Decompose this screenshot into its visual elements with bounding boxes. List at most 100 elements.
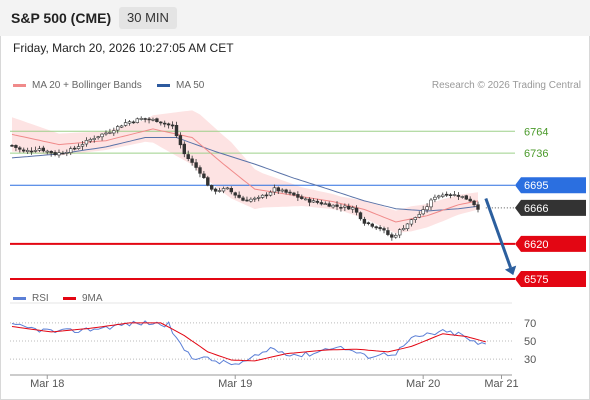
candle-down xyxy=(170,124,175,127)
bollinger-band xyxy=(12,110,478,234)
9ma-swatch xyxy=(63,296,76,300)
candle-down xyxy=(155,118,159,122)
candle-down xyxy=(448,194,453,196)
ma50-swatch xyxy=(157,83,170,87)
candle-up xyxy=(84,140,89,145)
candle-up xyxy=(417,214,421,218)
level-label-6575: 6575 xyxy=(524,274,548,286)
rsi-ma-line xyxy=(11,322,486,362)
timestamp: Friday, March 20, 2026 10:27:05 AM CET xyxy=(13,41,234,55)
candle-down xyxy=(233,192,237,196)
candle-up xyxy=(45,150,49,153)
candle-down xyxy=(456,194,461,197)
legend-ma50: MA 50 xyxy=(157,80,204,91)
forecast-arrow-shaft xyxy=(484,198,512,269)
candle-up xyxy=(135,118,139,123)
candle-up xyxy=(409,219,414,225)
candle-down xyxy=(390,234,394,238)
candle-down xyxy=(49,151,53,154)
ma20-label: MA 20 + Bollinger Bands xyxy=(32,80,142,91)
candle-down xyxy=(468,198,472,202)
candle-up xyxy=(413,217,417,221)
candle-down xyxy=(186,154,190,159)
candle-up xyxy=(394,235,398,238)
candle-down xyxy=(41,147,46,152)
candle-up xyxy=(343,205,347,208)
candle-up xyxy=(441,194,445,197)
chart-header: S&P 500 (CME) 30 MIN xyxy=(0,0,590,36)
candle-up xyxy=(76,146,81,149)
candle-down xyxy=(194,162,198,168)
candle-up xyxy=(397,229,402,236)
candle-down xyxy=(362,218,367,224)
rsi-swatch xyxy=(13,296,26,300)
candle-up xyxy=(272,187,277,193)
candle-down xyxy=(370,223,374,227)
candle-down xyxy=(131,121,136,124)
candle-up xyxy=(260,194,265,198)
candle-up xyxy=(104,132,108,135)
candle-up xyxy=(92,138,96,140)
legend-9ma: 9MA xyxy=(63,293,103,304)
candle-up xyxy=(127,121,132,124)
candle-down xyxy=(61,152,65,155)
candle-up xyxy=(96,136,100,138)
candle-up xyxy=(425,206,429,211)
candle-up xyxy=(452,194,457,196)
candle-up xyxy=(405,223,410,229)
rsi-tick-30: 30 xyxy=(524,354,536,366)
candle-down xyxy=(174,125,179,137)
candle-up xyxy=(280,189,284,192)
candle-up xyxy=(311,200,316,203)
candle-up xyxy=(217,190,222,192)
candle-up xyxy=(33,150,38,152)
candle-down xyxy=(319,202,324,205)
candle-down xyxy=(327,203,331,207)
candle-down xyxy=(237,194,241,198)
candle-down xyxy=(10,145,14,147)
ma20-line xyxy=(11,128,479,223)
candle-up xyxy=(57,152,61,156)
candle-down xyxy=(245,199,249,202)
level-label-6620: 6620 xyxy=(524,239,548,251)
ma20-swatch xyxy=(13,83,26,87)
level-label-6764: 6764 xyxy=(524,126,548,138)
candle-down xyxy=(386,230,390,235)
candle-up xyxy=(256,197,261,199)
candle-up xyxy=(88,139,93,142)
level-label-6695: 6695 xyxy=(524,180,548,192)
candle-down xyxy=(315,200,320,203)
candle-down xyxy=(296,194,300,198)
candle-down xyxy=(18,147,22,150)
candle-up xyxy=(429,199,433,208)
candle-down xyxy=(53,152,57,155)
legend-rsi: RSI xyxy=(13,293,49,304)
candle-down xyxy=(347,206,351,210)
candle-up xyxy=(331,204,335,208)
level-label-6736: 6736 xyxy=(524,148,548,160)
candle-up xyxy=(116,126,120,131)
candle-up xyxy=(421,209,425,215)
candle-down xyxy=(378,227,382,230)
candle-down xyxy=(464,195,468,200)
candle-down xyxy=(147,118,151,121)
candle-up xyxy=(253,197,257,200)
candle-down xyxy=(14,145,18,148)
candle-up xyxy=(80,144,85,147)
candle-down xyxy=(382,228,386,231)
candle-up xyxy=(65,152,69,154)
legend-ma20: MA 20 + Bollinger Bands xyxy=(13,80,142,91)
rsi-line xyxy=(11,320,486,366)
candle-down xyxy=(335,204,339,207)
candle-up xyxy=(112,130,116,134)
candle-down xyxy=(206,177,210,186)
candle-down xyxy=(307,198,312,203)
candle-down xyxy=(143,118,147,120)
candle-down xyxy=(374,226,378,229)
interval-button[interactable]: 30 MIN xyxy=(119,7,177,29)
candle-up xyxy=(350,207,355,210)
candle-up xyxy=(401,228,406,231)
candle-down xyxy=(213,188,218,192)
candle-up xyxy=(437,195,441,198)
candle-down xyxy=(284,189,288,193)
